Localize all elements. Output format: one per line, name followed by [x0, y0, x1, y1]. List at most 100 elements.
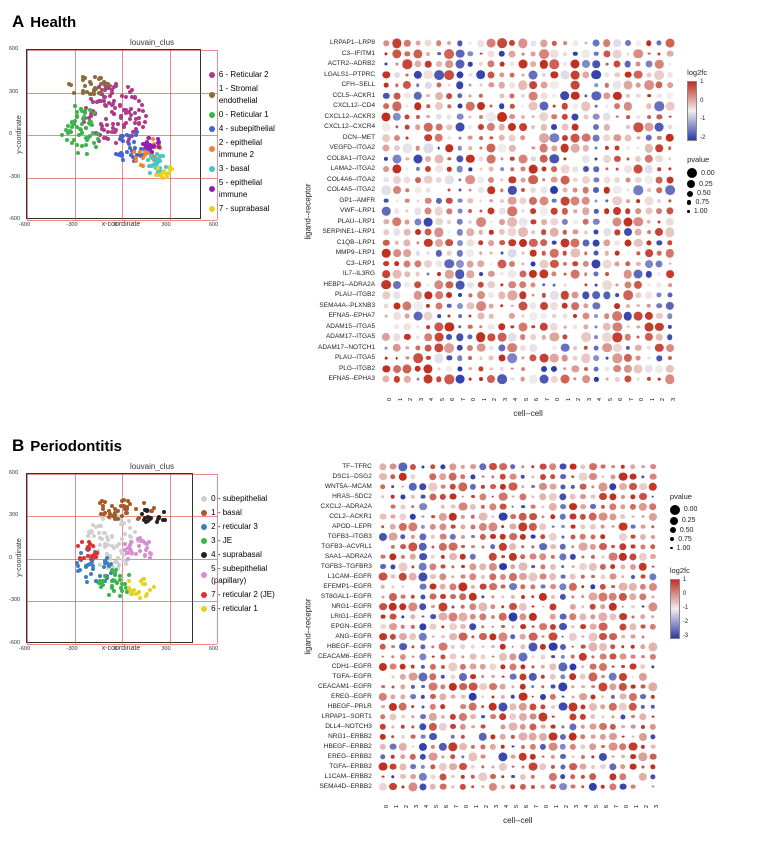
bubble-dot: [649, 503, 657, 511]
bubble-dot: [666, 270, 674, 278]
bubble-dot: [413, 154, 422, 163]
bubble-dot: [379, 513, 386, 520]
bubble-dot: [501, 605, 505, 609]
bubble-dot: [540, 313, 547, 320]
scatter-point: [130, 551, 134, 555]
row-label: CCL2--ACKR1: [318, 512, 374, 522]
bubble-dot: [509, 145, 515, 151]
scatter-point: [129, 107, 133, 111]
bubble-dot: [595, 157, 598, 160]
bubble-dot: [469, 663, 476, 670]
row-label: COL4A6--ITGA2: [318, 175, 377, 186]
row-label: EFEMP1--EGFR: [318, 582, 374, 592]
bubble-dot: [521, 594, 525, 598]
bubble-dot: [396, 357, 399, 360]
bubble-dot: [479, 583, 486, 590]
bubble-dot: [531, 485, 535, 489]
bubble-dot: [640, 614, 646, 620]
bubble-dot: [497, 333, 506, 342]
bubble-dot: [509, 134, 516, 141]
bubble-dot: [636, 199, 640, 203]
bubble-dot: [449, 682, 457, 690]
bubble-dot: [540, 207, 548, 215]
bubble-dot: [509, 261, 515, 267]
bubble-dot: [600, 534, 606, 540]
bubble-dot: [426, 356, 430, 360]
bubble-dot: [489, 573, 496, 580]
bubble-dot: [619, 653, 626, 660]
bubble-dot: [420, 644, 425, 649]
bubble-dot: [436, 61, 442, 67]
bubble-dot: [520, 633, 527, 640]
bubble-dot: [427, 104, 431, 108]
bubble-dot: [542, 72, 547, 77]
bubble-dot: [430, 783, 437, 790]
bubble-dot: [600, 563, 606, 569]
bubble-dot: [447, 209, 452, 214]
bubble-dot: [434, 154, 443, 163]
legend-label: 7 - reticular 2 (JE): [211, 589, 275, 601]
bubble-dot: [394, 209, 400, 215]
bubble-dot: [440, 704, 446, 710]
bubble-dot: [435, 133, 444, 142]
bubble-dot: [481, 475, 484, 478]
bubble-dot: [589, 562, 597, 570]
bubble-dot: [521, 252, 524, 255]
bubble-dot: [439, 473, 447, 481]
bubble-dot: [500, 664, 505, 669]
bubble-dot: [616, 168, 619, 171]
bubble-dot: [611, 465, 615, 469]
bubble-dot: [539, 144, 548, 153]
bubble-dot: [519, 123, 527, 131]
bubble-dot: [573, 52, 577, 56]
bubble-dot: [645, 155, 653, 163]
bubble-dot: [530, 187, 536, 193]
legend-swatch: [209, 126, 215, 132]
bubble-dot: [487, 144, 496, 153]
bubble-dot: [451, 565, 454, 568]
scatter-point: [138, 549, 142, 553]
bubble-dot: [408, 672, 417, 681]
scatter-point: [76, 151, 80, 155]
col-label: 3: [503, 397, 509, 400]
bubble-dot: [445, 239, 453, 247]
bubble-dot: [539, 483, 547, 491]
bubble-dot: [501, 625, 505, 629]
row-label: EFNA5--EPHA7: [318, 311, 377, 322]
bubble-dot: [509, 663, 516, 670]
legend-pvalue: pvalue0.000.250.500.751.00: [670, 492, 720, 552]
bubble-dot: [468, 209, 472, 213]
legend-swatch: [209, 166, 215, 172]
bubble-dot: [619, 623, 626, 630]
bubble-dot: [434, 228, 443, 237]
col-label: 4: [429, 397, 435, 400]
bubble-dot: [600, 583, 606, 589]
bubble-dot: [563, 62, 567, 66]
legend-item: 2 - epithelial immune 2: [209, 137, 292, 161]
bubble-dot: [428, 752, 437, 761]
bubble-dot: [605, 63, 608, 66]
bubble-dot: [529, 165, 538, 174]
bubble-dot: [478, 281, 485, 288]
bubble-dot: [380, 624, 386, 630]
bubble-dot: [520, 624, 526, 630]
row-label: NRG1--EGFR: [318, 602, 374, 612]
legend-size-dot: [687, 200, 691, 204]
scatter-point: [134, 552, 138, 556]
bubble-dot: [408, 602, 417, 611]
bubble-dot: [445, 259, 455, 269]
bubble-dot: [581, 595, 585, 599]
bubble-dot: [470, 553, 476, 559]
bubble-dot: [425, 198, 431, 204]
bubble-dot: [625, 208, 631, 214]
scatter-point: [117, 542, 121, 546]
legend-row: 0.75: [670, 536, 720, 543]
bubble-dot: [380, 754, 385, 759]
bubble-dot: [530, 584, 535, 589]
bubble-dot: [640, 574, 645, 579]
bubble-dot: [589, 623, 596, 630]
legend-label: 1 - Stromal endothelial: [219, 83, 292, 107]
bubble-dot: [488, 61, 495, 68]
bubble-dot: [458, 482, 467, 491]
bubble-dot: [599, 633, 607, 641]
